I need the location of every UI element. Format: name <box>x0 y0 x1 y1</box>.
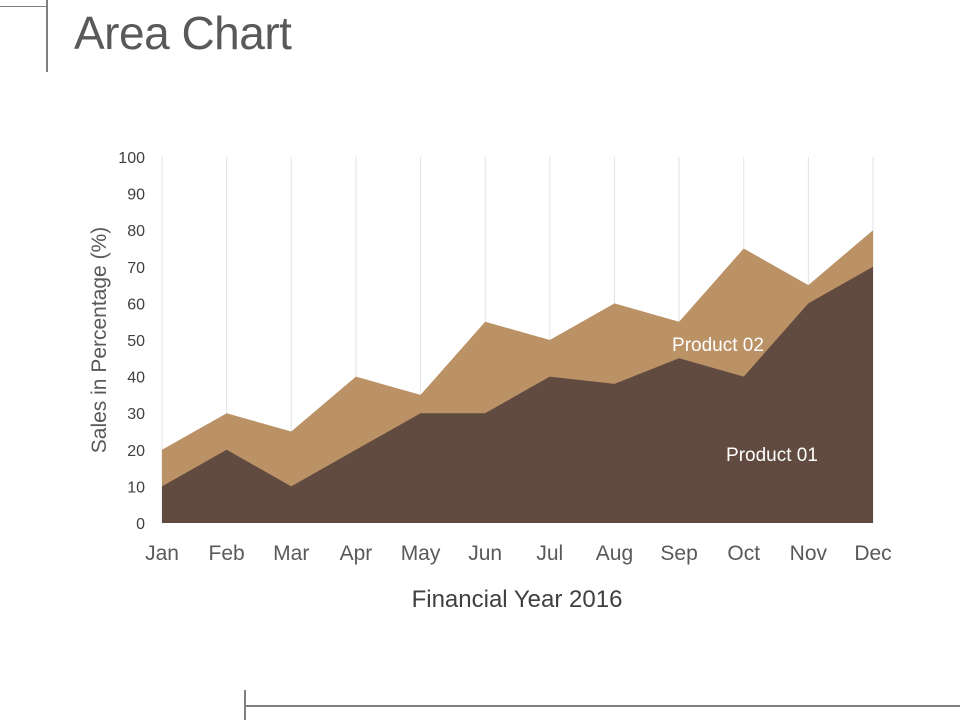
x-tick-label: Mar <box>273 542 309 565</box>
x-tick-label: Dec <box>854 542 891 565</box>
y-tick-label: 30 <box>127 406 145 423</box>
y-tick-label: 60 <box>127 296 145 313</box>
decorative-bottom-vertical-line <box>244 690 246 720</box>
y-tick-label: 70 <box>127 260 145 277</box>
x-axis-label: Financial Year 2016 <box>412 586 623 613</box>
x-tick-label: Jan <box>145 542 179 565</box>
series-label-product-02: Product 02 <box>672 335 764 356</box>
y-tick-label: 100 <box>118 150 145 167</box>
y-tick-label: 90 <box>127 187 145 204</box>
x-tick-label: Feb <box>209 542 245 565</box>
x-tick-label: Oct <box>727 542 760 565</box>
x-axis-ticks: Jan Feb Mar Apr May Jun Jul Aug Sep Oct Nov Dec <box>145 542 892 565</box>
x-tick-label: Sep <box>660 542 697 565</box>
area-product-01 <box>162 266 873 523</box>
decorative-bottom-line <box>246 705 960 707</box>
x-tick-label: Jun <box>468 542 502 565</box>
slide-title: Area Chart <box>74 7 292 59</box>
x-tick-label: Apr <box>340 542 373 565</box>
decorative-top-line <box>0 6 46 7</box>
y-tick-label: 40 <box>127 370 145 387</box>
x-tick-label: Nov <box>790 542 828 565</box>
y-tick-label: 10 <box>127 479 145 496</box>
x-tick-label: Aug <box>596 542 633 565</box>
y-tick-label: 80 <box>127 223 145 240</box>
y-tick-label: 0 <box>136 516 145 533</box>
y-tick-label: 20 <box>127 443 145 460</box>
y-tick-label: 50 <box>127 333 145 350</box>
x-tick-label: Jul <box>536 542 563 565</box>
y-axis-label: Sales in Percentage (%) <box>88 227 111 453</box>
y-axis-ticks: 0 10 20 30 40 50 60 70 80 90 100 <box>118 150 145 533</box>
x-tick-label: May <box>401 542 441 565</box>
series-label-product-01: Product 01 <box>726 445 818 466</box>
chart-areas <box>162 230 873 523</box>
decorative-vertical-line <box>46 0 48 72</box>
series-labels: Product 02 Product 01 <box>672 335 818 466</box>
